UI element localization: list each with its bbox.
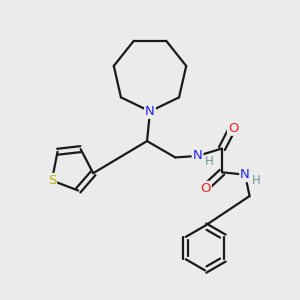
Text: S: S (48, 174, 56, 187)
Text: N: N (145, 105, 155, 118)
Text: O: O (228, 122, 238, 135)
Text: O: O (200, 182, 211, 195)
Text: N: N (193, 149, 202, 162)
Text: H: H (252, 173, 261, 187)
Text: N: N (240, 168, 250, 181)
Text: H: H (205, 155, 213, 168)
